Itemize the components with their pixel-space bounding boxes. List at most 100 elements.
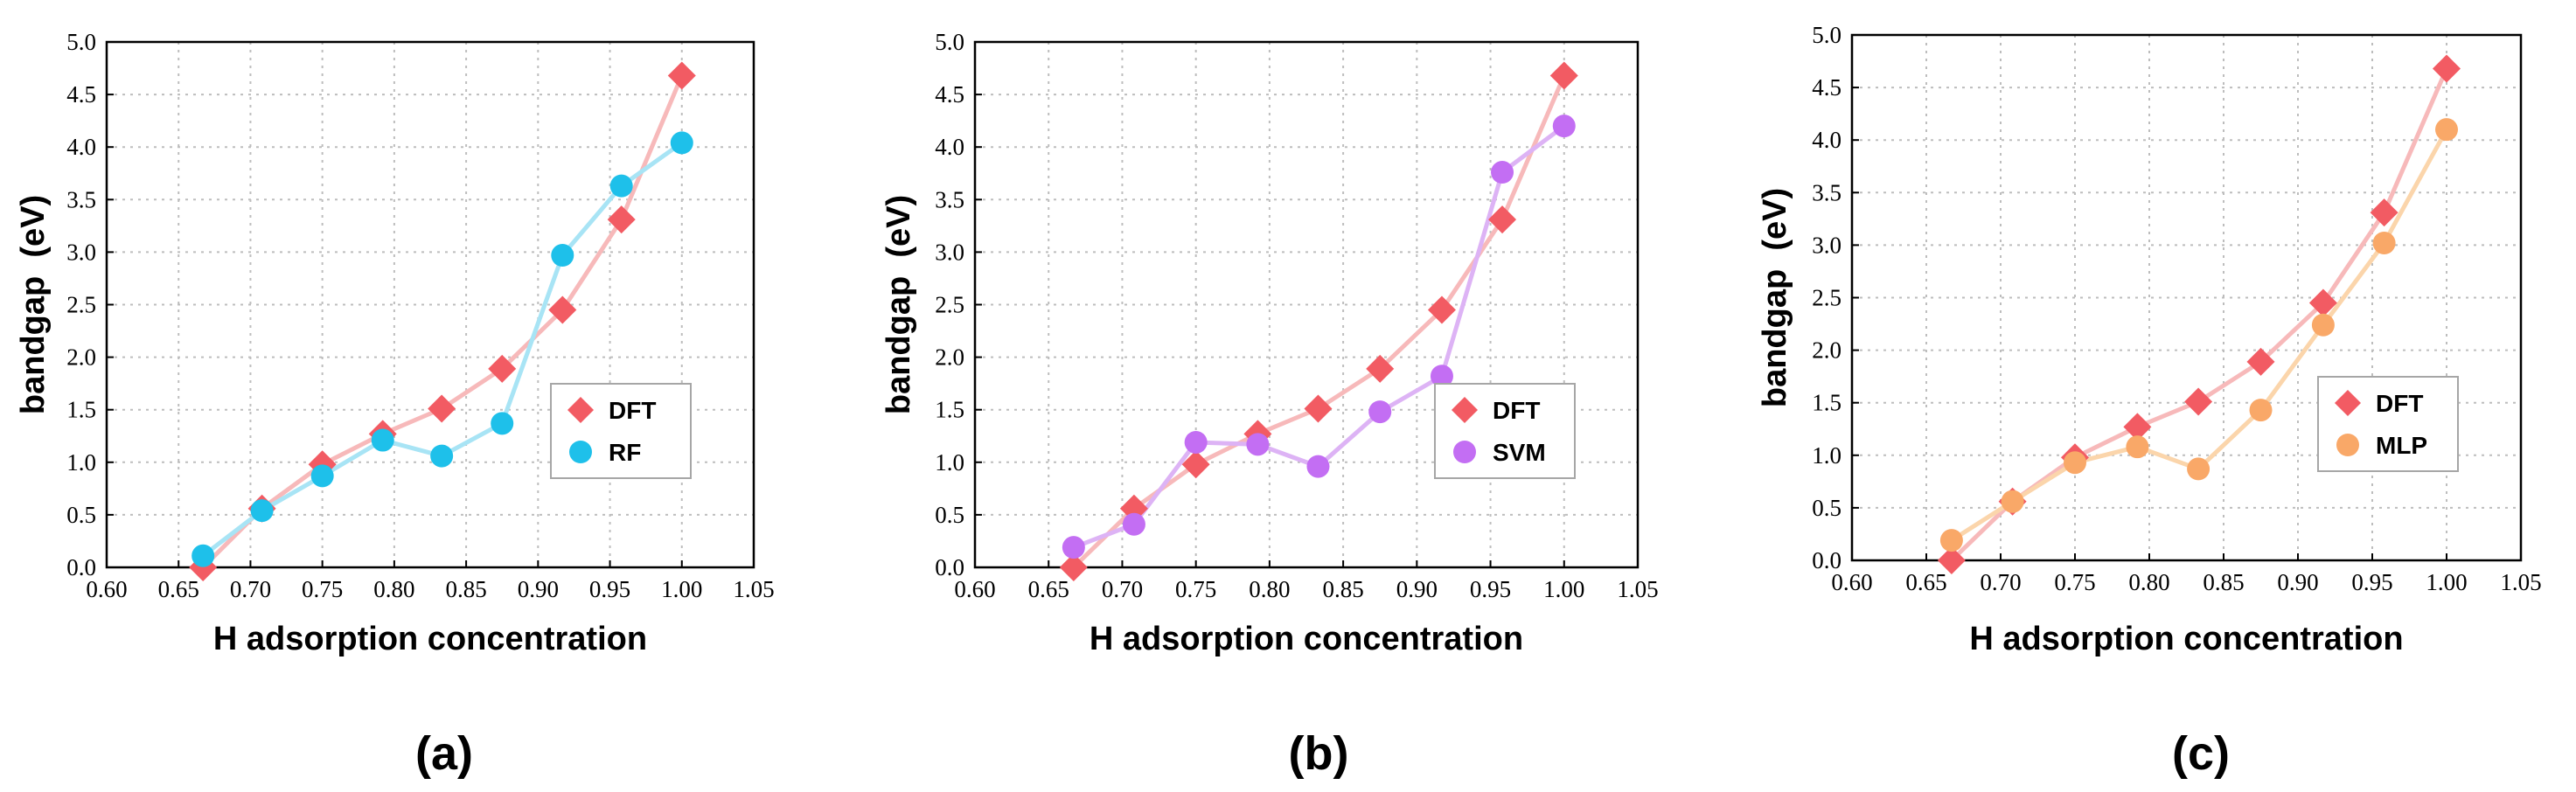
- legend-box: [1434, 383, 1576, 479]
- data-point-dft: [1488, 205, 1517, 234]
- data-point-svm: [1368, 400, 1392, 424]
- data-point-rf: [250, 499, 274, 523]
- y-tick-label: 1.5: [66, 397, 96, 423]
- y-tick-label: 2.0: [1812, 337, 1841, 364]
- x-tick-label: 0.90: [2277, 569, 2318, 595]
- data-point-dft: [2123, 413, 2152, 441]
- legend-marker-dft: [2335, 390, 2361, 416]
- data-point-svm: [1062, 536, 1085, 559]
- x-tick-label: 0.60: [86, 576, 127, 602]
- data-point-rf: [491, 412, 514, 435]
- data-point-mlp: [2001, 490, 2024, 513]
- x-tick-label: 0.65: [1028, 576, 1069, 602]
- panel-label: (c): [2172, 727, 2230, 780]
- x-tick-label: 1.00: [1543, 576, 1584, 602]
- legend-label-mlp: MLP: [2376, 432, 2427, 459]
- panel-label: (a): [415, 727, 473, 780]
- data-point-rf: [371, 428, 394, 452]
- x-tick-label: 0.75: [1175, 576, 1216, 602]
- chart-panel-b: 0.60 0.65 0.70 0.75 0.80 0.85 0.90 0.95 1.00 1.05…: [881, 29, 1659, 780]
- y-tick-label: 3.0: [1812, 232, 1841, 258]
- y-tick-label: 0.0: [1812, 547, 1841, 573]
- data-point-mlp: [1939, 529, 1963, 552]
- y-tick-label: 4.0: [1812, 127, 1841, 153]
- data-point-svm: [1491, 161, 1514, 184]
- data-point-dft: [1366, 354, 1395, 383]
- x-tick-label: 0.85: [2203, 569, 2244, 595]
- y-tick-label: 0.0: [66, 554, 96, 580]
- data-point-dft: [428, 394, 456, 423]
- data-point-rf: [670, 131, 693, 155]
- data-point-mlp: [2435, 118, 2458, 142]
- y-tick-label: 5.0: [66, 29, 96, 55]
- y-tick-label: 0.0: [935, 554, 964, 580]
- x-axis-title: H adsorption concentration: [1969, 621, 2403, 657]
- data-point-svm: [1306, 455, 1330, 478]
- chart-panel-a: 0.60 0.65 0.70 0.75 0.80 0.85 0.90 0.95 1.00 1.05…: [15, 29, 775, 780]
- y-tick-label: 4.5: [1812, 74, 1841, 101]
- x-tick-label: 0.70: [1102, 576, 1143, 602]
- y-tick-label: 3.0: [935, 239, 964, 265]
- data-point-dft: [1937, 546, 1966, 574]
- x-tick-label: 0.75: [2054, 569, 2095, 595]
- data-point-dft: [1059, 553, 1088, 581]
- y-tick-label: 0.5: [1812, 495, 1841, 521]
- data-point-dft: [2308, 288, 2337, 317]
- x-tick-label: 1.05: [1617, 576, 1658, 602]
- y-axis-title: bandgap (eV): [881, 195, 917, 414]
- x-tick-label: 1.00: [2426, 569, 2467, 595]
- y-tick-label: 3.5: [1812, 179, 1841, 205]
- y-tick-label: 3.5: [935, 186, 964, 212]
- y-tick-label: 0.5: [66, 502, 96, 528]
- legend-marker-svm: [1453, 441, 1476, 463]
- legend-label-dft: DFT: [1493, 397, 1540, 424]
- data-point-dft: [1304, 394, 1333, 423]
- legend: DFT RF: [550, 383, 692, 479]
- chart-panel-c: 0.60 0.65 0.70 0.75 0.80 0.85 0.90 0.95 1.00 1.05…: [1757, 22, 2542, 780]
- x-tick-label: 0.80: [373, 576, 414, 602]
- data-point-dft: [2184, 387, 2213, 416]
- data-point-rf: [191, 544, 215, 567]
- y-tick-label: 1.5: [1812, 390, 1841, 416]
- data-point-mlp: [2249, 399, 2273, 422]
- x-tick-label: 0.75: [302, 576, 343, 602]
- data-point-dft: [1427, 295, 1456, 324]
- y-tick-label: 3.5: [66, 186, 96, 212]
- data-point-dft: [488, 354, 517, 383]
- data-point-dft: [1549, 61, 1578, 90]
- legend: DFT SVM: [1434, 383, 1576, 479]
- panel-label: (b): [1289, 727, 1349, 780]
- y-tick-label: 1.0: [935, 449, 964, 476]
- data-point-mlp: [2064, 451, 2086, 475]
- legend-label-svm: SVM: [1493, 439, 1546, 466]
- x-axis-title: H adsorption concentration: [213, 621, 647, 657]
- data-point-dft: [667, 61, 696, 90]
- legend-label-rf: RF: [609, 439, 641, 466]
- x-tick-label: 0.70: [1980, 569, 2021, 595]
- x-tick-label: 0.95: [589, 576, 630, 602]
- legend-label-dft: DFT: [2376, 390, 2423, 417]
- y-tick-label: 5.0: [935, 29, 964, 55]
- y-tick-label: 4.5: [935, 81, 964, 108]
- data-point-svm: [1552, 115, 1576, 138]
- data-point-rf: [430, 444, 454, 468]
- x-tick-label: 1.05: [733, 576, 774, 602]
- data-point-mlp: [2311, 313, 2335, 337]
- x-tick-label: 0.70: [230, 576, 271, 602]
- data-point-dft: [2370, 198, 2398, 227]
- data-point-dft: [2246, 347, 2275, 376]
- x-tick-label: 0.95: [2351, 569, 2392, 595]
- data-point-svm: [1184, 430, 1208, 454]
- x-tick-label: 0.60: [1831, 569, 1872, 595]
- x-tick-label: 1.00: [661, 576, 702, 602]
- y-tick-label: 4.5: [66, 81, 96, 108]
- x-tick-label: 0.65: [1905, 569, 1946, 595]
- legend-label-dft: DFT: [609, 397, 656, 424]
- x-tick-label: 0.90: [518, 576, 559, 602]
- x-tick-label: 0.85: [445, 576, 486, 602]
- data-point-dft: [1181, 450, 1210, 479]
- y-axis-title: bandgap (eV): [1757, 188, 1793, 407]
- data-point-rf: [551, 244, 574, 267]
- y-tick-label: 2.5: [935, 292, 964, 318]
- y-tick-label: 2.5: [1812, 285, 1841, 311]
